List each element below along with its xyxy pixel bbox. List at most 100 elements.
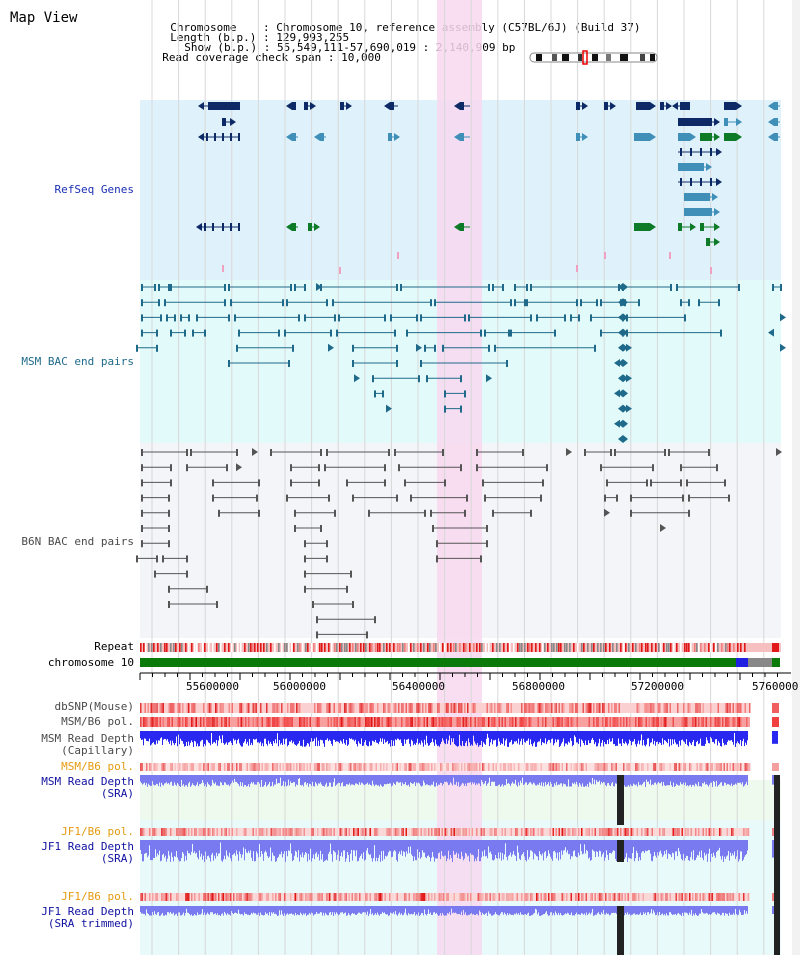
depth-bar [246,731,247,744]
depth-bar [443,775,444,784]
depth-bar [146,731,147,741]
depth-bar [239,906,240,914]
heat-cell [246,763,248,771]
depth-bar [661,775,662,782]
depth-bar [418,840,419,858]
track-label-refseq[interactable]: RefSeq Genes [54,183,134,196]
depth-bar [521,775,522,783]
depth-bar [149,906,150,916]
depth-bar [526,906,527,916]
bac-end [444,405,446,413]
chromosome-ideogram[interactable] [529,50,658,65]
depth-bar [701,906,702,910]
track-label-msm-bac[interactable]: MSM BAC end pairs [21,355,134,368]
heat-cell [149,763,151,771]
bac-end [606,479,608,487]
heat-cell [282,828,284,836]
bac-end-arrow [614,419,620,428]
depth-bar [474,775,475,783]
gene-exon [204,223,206,231]
bac-end [372,375,374,383]
depth-bar [245,906,246,914]
depth-bar [577,840,578,858]
depth-bar [535,731,536,747]
heat-cell [371,763,373,771]
heat-cell [261,828,263,836]
heat-cell [303,763,305,771]
axis-tick-label: 56400000 [392,680,445,693]
depth-bar [157,731,158,744]
depth-bar [203,731,204,747]
bac-end [396,360,398,367]
bac-end [174,314,176,322]
depth-bar [643,840,644,852]
heat-cell [204,893,206,901]
heat-cell [570,717,572,727]
depth-bar [568,775,569,780]
heat-cell [497,703,499,713]
depth-bar [401,731,402,743]
heat-cell [179,703,181,713]
repeat-element [645,643,647,652]
coverage-gap-marker [617,840,624,862]
heat-cell [636,828,638,836]
heat-cell [647,763,649,771]
depth-bar [624,840,625,860]
heat-cell [252,703,254,713]
heat-cell [657,717,659,727]
depth-bar [388,775,389,784]
depth-bar [265,775,266,782]
depth-bar [644,775,645,782]
depth-bar [509,775,510,785]
depth-bar [502,906,503,913]
heat-cell [438,717,440,727]
depth-bar [234,840,235,854]
depth-bar [379,731,380,742]
depth-bar [381,840,382,852]
track-label-b6n-bac[interactable]: B6N BAC end pairs [21,535,134,548]
heat-cell [408,763,410,771]
heat-cell [141,893,143,901]
depth-bar [452,731,453,742]
depth-bar [342,775,343,783]
depth-bar [314,840,315,860]
depth-bar [644,906,645,914]
depth-bar [175,840,176,857]
bac-end [326,299,328,307]
depth-bar [660,840,661,851]
depth-bar [557,906,558,916]
depth-bar [350,775,351,786]
b6n-bac-track[interactable] [136,448,782,639]
msm-bac-track[interactable] [136,283,786,443]
heat-cell [224,763,226,771]
depth-bar [557,840,558,853]
depth-bar [571,906,572,913]
depth-bar [344,775,345,786]
heat-cell [213,717,215,727]
track-label-chromosome: chromosome 10 [47,656,134,669]
heat-cell [605,893,607,901]
depth-bar [319,906,320,914]
depth-bar [542,775,543,787]
depth-bar [351,840,352,850]
heat-cell [707,763,709,771]
depth-bar [371,906,372,915]
depth-bar [526,775,527,783]
heat-cell [632,828,634,836]
heat-cell [710,893,712,901]
length-label: Length (b.p.) [170,30,257,44]
depth-bar [429,775,430,786]
depth-bar [620,731,621,744]
depth-bar [315,775,316,783]
gene-exon [678,133,690,141]
depth-bar [270,731,271,742]
heat-cell [542,703,544,713]
depth-bar [420,840,421,859]
heat-cell [507,893,509,901]
repeat-element [164,643,166,652]
depth-bar [483,840,484,857]
depth-bar [388,906,389,916]
refseq-track[interactable] [196,102,780,274]
heat-cell [530,717,532,727]
heat-cell [717,717,719,727]
